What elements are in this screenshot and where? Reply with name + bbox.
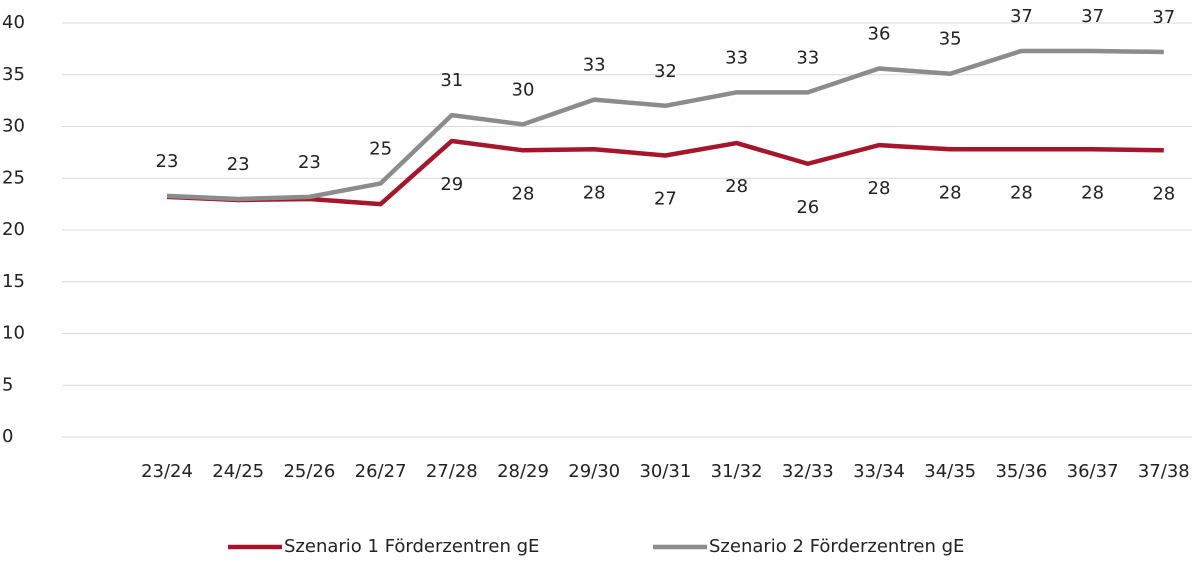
data-label: 29	[440, 174, 463, 195]
data-label: 28	[583, 182, 606, 203]
data-label: 33	[725, 47, 748, 68]
data-label: 30	[512, 79, 535, 100]
data-label: 28	[1152, 183, 1175, 204]
data-label: 28	[1010, 182, 1033, 203]
x-tick-label: 24/25	[212, 461, 264, 482]
x-tick-label: 23/24	[141, 461, 193, 482]
x-tick-label: 27/28	[426, 461, 478, 482]
x-tick-label: 33/34	[853, 461, 905, 482]
data-label: 32	[654, 61, 677, 82]
y-tick-label: 35	[2, 64, 25, 85]
x-tick-label: 29/30	[568, 461, 620, 482]
data-label: 27	[654, 188, 677, 209]
data-label: 23	[227, 154, 250, 175]
data-label: 28	[868, 178, 891, 199]
data-label: 28	[725, 176, 748, 197]
x-tick-label: 35/36	[995, 461, 1047, 482]
data-label: 33	[583, 55, 606, 76]
legend-label: Szenario 2 Förderzentren gE	[709, 536, 964, 557]
x-tick-label: 25/26	[283, 461, 335, 482]
y-tick-label: 0	[2, 426, 13, 447]
y-tick-label: 40	[2, 12, 25, 33]
x-tick-label: 26/27	[355, 461, 407, 482]
y-tick-label: 10	[2, 323, 25, 344]
data-label: 37	[1081, 6, 1104, 27]
series-line	[166, 138, 1164, 207]
data-label: 25	[369, 138, 392, 159]
data-label: 28	[939, 182, 962, 203]
series-line	[166, 48, 1164, 202]
y-tick-label: 30	[2, 116, 25, 137]
legend-label: Szenario 1 Förderzentren gE	[284, 536, 539, 557]
data-label: 36	[868, 24, 891, 45]
x-tick-label: 28/29	[497, 461, 549, 482]
data-label: 28	[1081, 182, 1104, 203]
data-label: 23	[298, 152, 321, 173]
x-tick-label: 37/38	[1138, 461, 1190, 482]
data-label: 37	[1010, 6, 1033, 27]
y-tick-label: 5	[2, 374, 13, 395]
y-tick-label: 20	[2, 219, 25, 240]
x-tick-label: 32/33	[782, 461, 834, 482]
x-tick-label: 34/35	[924, 461, 976, 482]
data-label: 35	[939, 29, 962, 50]
data-label: 28	[512, 183, 535, 204]
y-tick-label: 15	[2, 271, 25, 292]
data-label: 26	[796, 197, 819, 218]
data-label: 33	[796, 47, 819, 68]
x-tick-label: 30/31	[639, 461, 691, 482]
data-label: 31	[440, 70, 463, 91]
y-tick-label: 25	[2, 167, 25, 188]
x-tick-label: 31/32	[711, 461, 763, 482]
data-label: 23	[156, 151, 179, 172]
x-tick-label: 36/37	[1067, 461, 1119, 482]
data-label: 37	[1152, 7, 1175, 28]
